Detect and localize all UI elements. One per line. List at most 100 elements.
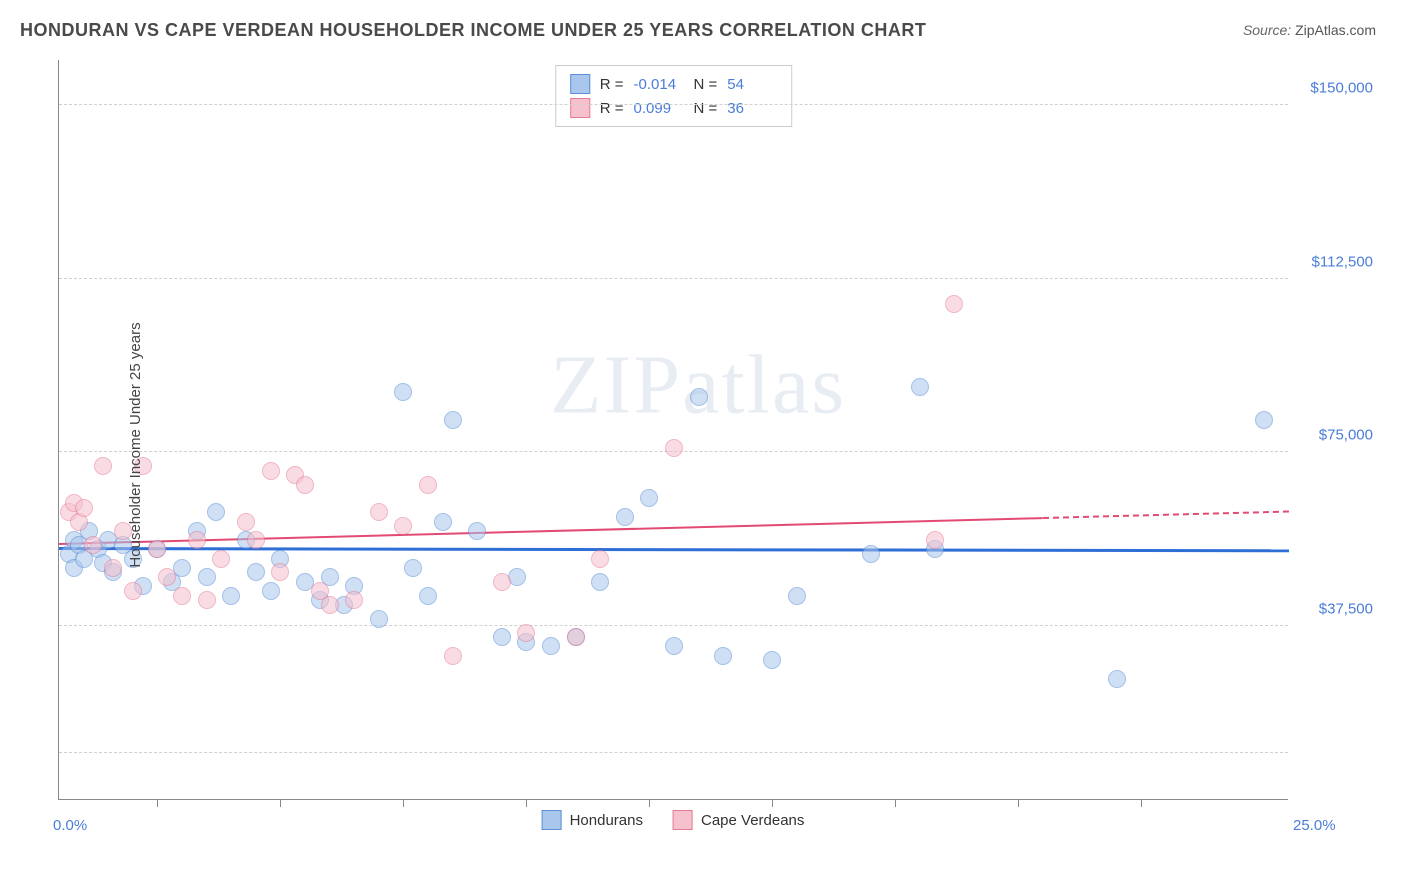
data-point [321, 596, 339, 614]
y-tick-label: $112,500 [1312, 253, 1373, 270]
trend-line-extrapolated [1043, 510, 1289, 518]
r-label: R = [600, 76, 624, 93]
data-point [788, 587, 806, 605]
r-value: -0.014 [634, 76, 684, 93]
data-point [911, 378, 929, 396]
r-label: R = [600, 100, 624, 117]
data-point [198, 591, 216, 609]
n-value: 36 [727, 100, 777, 117]
data-point [271, 563, 289, 581]
data-point [493, 628, 511, 646]
x-tick [157, 799, 158, 807]
n-label: N = [694, 100, 718, 117]
data-point [493, 573, 511, 591]
legend-label: Cape Verdeans [701, 812, 804, 829]
data-point [542, 637, 560, 655]
gridline [59, 625, 1288, 626]
data-point [640, 489, 658, 507]
data-point [370, 503, 388, 521]
data-point [468, 522, 486, 540]
data-point [444, 411, 462, 429]
stats-row: R = -0.014 N = 54 [570, 72, 778, 96]
source-label: Source: [1243, 22, 1291, 38]
data-point [237, 513, 255, 531]
data-point [444, 647, 462, 665]
data-point [591, 550, 609, 568]
x-tick [280, 799, 281, 807]
stats-legend-box: R = -0.014 N = 54 R = 0.099 N = 36 [555, 65, 793, 127]
data-point [148, 540, 166, 558]
data-point [158, 568, 176, 586]
x-tick [772, 799, 773, 807]
data-point [262, 582, 280, 600]
data-point [296, 476, 314, 494]
data-point [862, 545, 880, 563]
y-axis-label: Householder Income Under 25 years [127, 322, 144, 567]
data-point [591, 573, 609, 591]
data-point [404, 559, 422, 577]
plot-area: ZIPatlas R =-0.014N =54R =0.099N =36 $37… [58, 60, 1288, 800]
data-point [247, 531, 265, 549]
legend-swatch [673, 810, 693, 830]
r-value: 0.099 [634, 100, 684, 117]
data-point [616, 508, 634, 526]
gridline [59, 278, 1288, 279]
data-point [763, 651, 781, 669]
x-tick [1141, 799, 1142, 807]
data-point [567, 628, 585, 646]
data-point [212, 550, 230, 568]
data-point [419, 587, 437, 605]
watermark: ZIPatlas [550, 337, 846, 434]
bottom-legend: Hondurans Cape Verdeans [542, 810, 805, 830]
chart-title: HONDURAN VS CAPE VERDEAN HOUSEHOLDER INC… [20, 20, 926, 41]
data-point [1255, 411, 1273, 429]
x-tick [895, 799, 896, 807]
chart-container: ZIPatlas R = -0.014 N = 54 R = 0.099 N = 36 $37… [58, 60, 1378, 830]
data-point [926, 531, 944, 549]
x-axis-min-label: 0.0% [53, 817, 87, 834]
x-tick [526, 799, 527, 807]
data-point [665, 637, 683, 655]
x-axis-max-label: 25.0% [1293, 817, 1406, 834]
data-point [690, 388, 708, 406]
data-point [262, 462, 280, 480]
data-point [419, 476, 437, 494]
data-point [207, 503, 225, 521]
legend-swatch [542, 810, 562, 830]
legend-item: Cape Verdeans [673, 810, 804, 830]
data-point [370, 610, 388, 628]
legend-item: Hondurans [542, 810, 643, 830]
data-point [188, 531, 206, 549]
n-value: 54 [727, 76, 777, 93]
x-tick [403, 799, 404, 807]
trend-line [59, 517, 1043, 545]
x-tick [1018, 799, 1019, 807]
data-point [198, 568, 216, 586]
data-point [247, 563, 265, 581]
y-tick-label: $37,500 [1319, 600, 1373, 617]
data-point [517, 624, 535, 642]
y-tick-label: $75,000 [1319, 427, 1373, 444]
data-point [1108, 670, 1126, 688]
data-point [84, 536, 102, 554]
y-tick-label: $150,000 [1310, 80, 1373, 97]
data-point [124, 582, 142, 600]
data-point [434, 513, 452, 531]
data-point [75, 499, 93, 517]
legend-swatch [570, 74, 590, 94]
data-point [173, 587, 191, 605]
gridline [59, 104, 1288, 105]
data-point [104, 559, 122, 577]
legend-swatch [570, 98, 590, 118]
source-attribution: Source: ZipAtlas.com [1243, 22, 1376, 38]
data-point [714, 647, 732, 665]
legend-label: Hondurans [570, 812, 643, 829]
gridline [59, 752, 1288, 753]
source-value: ZipAtlas.com [1295, 22, 1376, 38]
data-point [665, 439, 683, 457]
n-label: N = [694, 76, 718, 93]
data-point [945, 295, 963, 313]
data-point [94, 457, 112, 475]
data-point [345, 591, 363, 609]
data-point [394, 517, 412, 535]
